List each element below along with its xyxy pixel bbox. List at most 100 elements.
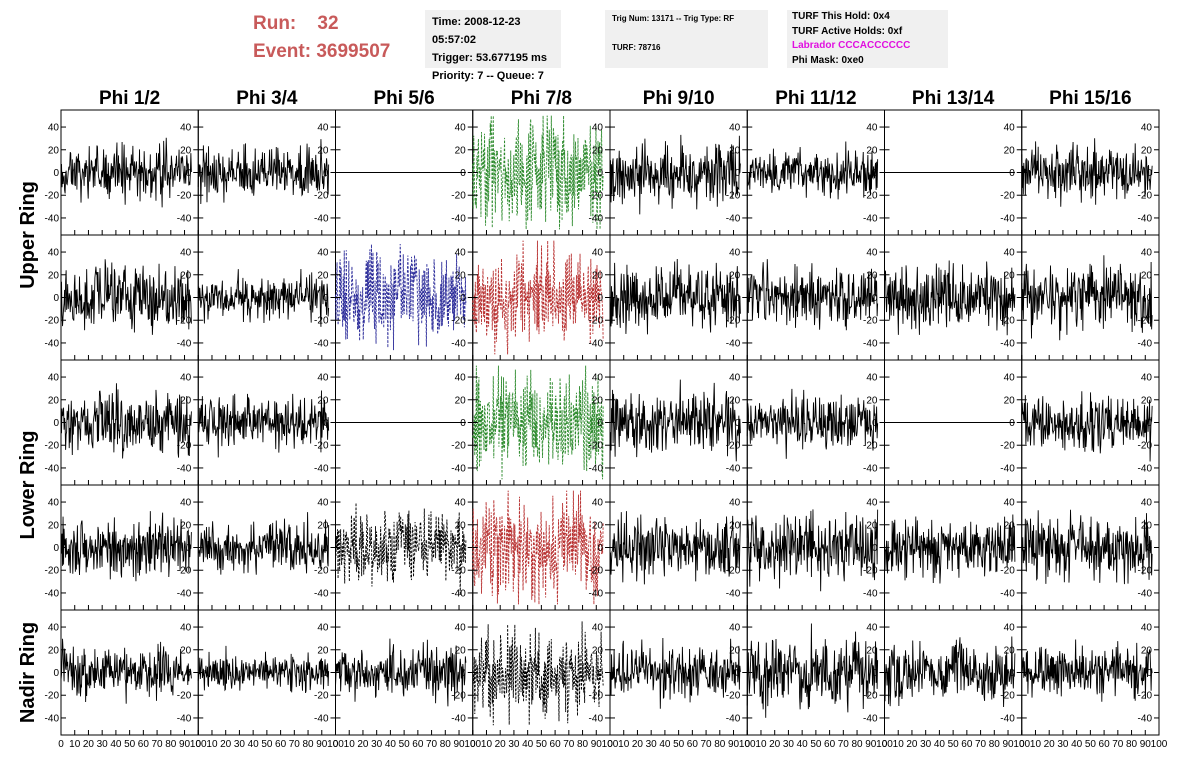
event-value: 3699507	[316, 41, 391, 62]
y-tick-label: -20	[1138, 691, 1153, 702]
y-tick-label: -20	[1000, 191, 1015, 202]
y-tick-label: -40	[726, 713, 741, 724]
y-tick-label: 0	[186, 418, 192, 429]
x-tick-label: 80	[989, 739, 1001, 750]
x-tick-label: 20	[769, 739, 781, 750]
y-tick-label: 20	[48, 395, 60, 406]
y-tick-label: 0	[186, 668, 192, 679]
x-tick-label: 70	[838, 739, 850, 750]
y-tick-label: -20	[589, 316, 604, 327]
waveform-trace	[609, 511, 741, 585]
y-tick-label: -40	[451, 713, 466, 724]
y-tick-label: -20	[1138, 441, 1153, 452]
waveform-trace	[335, 244, 467, 351]
x-tick-label: 60	[275, 739, 287, 750]
waveform-trace	[60, 638, 192, 704]
y-tick-label: 40	[455, 498, 467, 509]
y-tick-label: 40	[180, 123, 192, 134]
y-tick-label: -20	[451, 191, 466, 202]
waveform-trace	[1021, 255, 1153, 341]
y-tick-label: -20	[589, 566, 604, 577]
y-tick-label: -40	[451, 338, 466, 349]
y-tick-label: 20	[592, 145, 604, 156]
x-tick-label: 0	[470, 739, 476, 750]
y-tick-label: -40	[1000, 588, 1015, 599]
y-tick-label: 0	[460, 543, 466, 554]
x-tick-label: 20	[357, 739, 369, 750]
y-tick-label: 40	[592, 623, 604, 634]
y-tick-label: -20	[314, 441, 329, 452]
x-tick-label: 90	[316, 739, 328, 750]
y-tick-label: 0	[597, 418, 603, 429]
y-tick-label: -20	[863, 316, 878, 327]
y-tick-label: 40	[729, 498, 741, 509]
y-tick-label: -40	[177, 588, 192, 599]
x-tick-label: 40	[659, 739, 671, 750]
y-tick-label: -40	[589, 338, 604, 349]
x-tick-label: 60	[550, 739, 562, 750]
y-tick-label: 0	[186, 168, 192, 179]
x-tick-label: 50	[536, 739, 548, 750]
x-tick-label: 0	[744, 739, 750, 750]
y-tick-label: -40	[726, 463, 741, 474]
x-tick-label: 70	[426, 739, 438, 750]
y-tick-label: -20	[1000, 441, 1015, 452]
waveform-trace	[746, 259, 879, 331]
time-info-box: Time: 2008-12-23 05:57:02 Trigger: 53.67…	[425, 10, 561, 82]
y-tick-label: 40	[866, 123, 878, 134]
x-tick-label: 100	[1151, 739, 1168, 750]
y-tick-label: 20	[317, 395, 329, 406]
x-tick-label: 20	[1044, 739, 1056, 750]
waveform-trace	[609, 134, 741, 215]
ring-label: Lower Ring	[17, 431, 39, 540]
y-tick-label: 0	[872, 168, 878, 179]
y-tick-label: -20	[177, 691, 192, 702]
trigger-text: Trigger: 53.677195 ms	[432, 52, 547, 64]
x-tick-label: 10	[481, 739, 493, 750]
priority-text: Priority: 7 -- Queue: 7	[432, 70, 544, 82]
run-row: Run: 32	[253, 10, 390, 38]
trig-num-text: Trig Num: 13171 -- Trig Type: RF	[612, 14, 735, 23]
y-tick-label: -40	[1138, 588, 1153, 599]
waveform-trace	[197, 139, 330, 204]
y-tick-label: 0	[872, 418, 878, 429]
y-tick-label: 0	[1009, 293, 1015, 304]
x-tick-label: 80	[302, 739, 314, 750]
y-tick-label: 0	[460, 418, 466, 429]
y-tick-label: 20	[1004, 145, 1016, 156]
y-tick-label: 20	[48, 645, 60, 656]
waveform-trace	[197, 269, 330, 327]
x-tick-label: 30	[1057, 739, 1069, 750]
y-tick-label: -20	[1000, 316, 1015, 327]
x-tick-label: 50	[399, 739, 411, 750]
y-tick-label: 20	[729, 645, 741, 656]
waveform-trace	[609, 259, 741, 335]
x-tick-label: 40	[1071, 739, 1083, 750]
y-tick-label: 20	[48, 270, 60, 281]
x-tick-label: 80	[851, 739, 863, 750]
y-tick-label: -40	[726, 588, 741, 599]
y-tick-label: 40	[455, 248, 467, 259]
y-tick-label: 0	[53, 668, 59, 679]
y-tick-label: 40	[1141, 498, 1153, 509]
x-tick-label: 30	[783, 739, 795, 750]
y-tick-label: -20	[314, 691, 329, 702]
y-tick-label: 0	[735, 293, 741, 304]
ring-label: Upper Ring	[17, 181, 39, 289]
y-tick-label: -40	[177, 338, 192, 349]
y-tick-label: 20	[455, 270, 467, 281]
y-tick-label: 40	[1141, 248, 1153, 259]
x-tick-label: 30	[920, 739, 932, 750]
x-tick-label: 30	[371, 739, 383, 750]
y-tick-label: 0	[1146, 668, 1152, 679]
y-tick-label: 40	[317, 123, 329, 134]
y-tick-label: -40	[314, 338, 329, 349]
y-tick-label: 20	[1004, 270, 1016, 281]
x-tick-label: 0	[882, 739, 888, 750]
x-tick-label: 20	[83, 739, 95, 750]
waveform-trace	[197, 512, 330, 575]
y-tick-label: 20	[729, 145, 741, 156]
y-tick-label: 40	[317, 623, 329, 634]
y-tick-label: 20	[866, 520, 878, 531]
run-label: Run:	[253, 13, 297, 34]
